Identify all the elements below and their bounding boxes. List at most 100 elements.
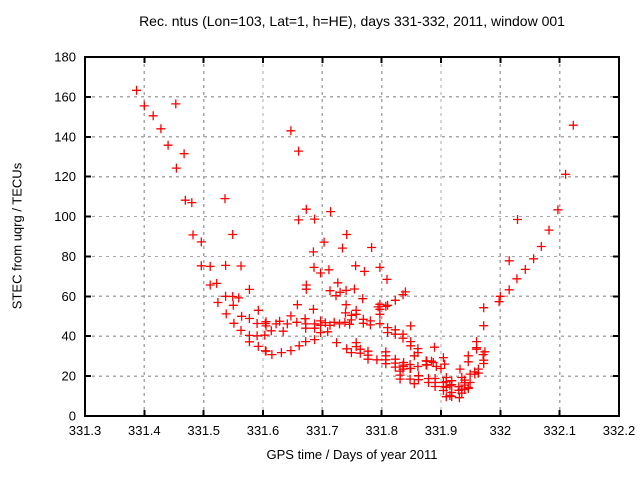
data-point-marker (341, 308, 350, 318)
data-point-marker (171, 163, 181, 173)
data-point-marker (342, 344, 352, 354)
data-point-marker (292, 317, 302, 327)
data-point-marker (383, 300, 393, 310)
data-point-marker (271, 319, 281, 329)
data-point-marker (171, 99, 181, 109)
data-point-marker (504, 285, 514, 295)
data-point-marker (179, 149, 189, 159)
data-point-marker (237, 311, 247, 321)
data-point-marker (427, 356, 436, 366)
data-point-marker (310, 214, 320, 224)
data-point-marker (316, 328, 326, 338)
svg-text:332: 332 (489, 423, 511, 438)
data-point-marker (252, 331, 262, 341)
data-point-marker (375, 319, 385, 329)
data-point-marker (294, 341, 304, 351)
data-point-marker (332, 338, 342, 348)
svg-text:331.7: 331.7 (306, 423, 339, 438)
data-point-marker (301, 337, 311, 347)
data-point-marker (409, 351, 419, 361)
data-point-marker (441, 392, 451, 402)
data-point-marker (494, 297, 504, 307)
data-point-marker (529, 254, 539, 264)
data-point-marker (261, 346, 271, 356)
data-point-marker (351, 309, 361, 319)
data-point-marker (447, 380, 457, 390)
data-point-marker (536, 242, 546, 251)
svg-text:331.5: 331.5 (187, 423, 220, 438)
data-point-marker (400, 287, 410, 297)
data-point-marker (325, 286, 335, 296)
data-point-marker (236, 261, 246, 271)
data-point-marker (252, 319, 262, 328)
svg-text:120: 120 (54, 169, 76, 184)
svg-text:331.6: 331.6 (247, 423, 280, 438)
data-point-marker (495, 291, 505, 301)
svg-text:331.4: 331.4 (128, 423, 161, 438)
y-tick-labels: 0 20 40 60 80 100 120 140 160 180 (54, 50, 76, 424)
data-point-marker (310, 323, 320, 333)
axis-ticks (84, 56, 620, 417)
data-point-marker (406, 321, 416, 331)
data-point-marker (395, 374, 405, 384)
x-tick-labels: 331.3 331.4 331.5 331.6 331.7 331.8 331.9 332 33… (69, 423, 636, 438)
data-point-marker (278, 326, 288, 336)
data-point-marker (196, 237, 206, 247)
data-point-marker (470, 369, 480, 379)
data-point-marker (358, 318, 368, 328)
data-point-marker (367, 243, 377, 252)
data-point-marker (399, 362, 409, 371)
data-point-marker (561, 169, 571, 179)
data-point-marker (480, 347, 490, 357)
data-point-marker (319, 237, 329, 247)
data-point-marker (261, 321, 271, 331)
data-point-marker (405, 374, 415, 384)
data-point-marker (234, 293, 244, 303)
svg-text:332.2: 332.2 (603, 423, 636, 438)
data-point-marker (340, 317, 350, 327)
data-point-marker (440, 359, 450, 369)
data-point-marker (438, 353, 448, 363)
data-point-marker (221, 309, 231, 319)
svg-text:331.8: 331.8 (365, 423, 398, 438)
data-point-marker (205, 280, 215, 290)
svg-text:332.1: 332.1 (543, 423, 576, 438)
svg-text:331.9: 331.9 (425, 423, 458, 438)
data-point-marker (381, 359, 391, 369)
data-point-marker (244, 284, 254, 294)
data-point-marker (326, 207, 336, 217)
data-point-marker (320, 318, 330, 328)
data-point-marker (341, 285, 351, 295)
data-point-marker (301, 284, 311, 294)
data-point-marker (455, 364, 465, 374)
data-point-marker (520, 264, 530, 274)
data-point-marker (383, 328, 393, 338)
data-point-marker (323, 327, 333, 337)
data-point-marker (504, 256, 514, 266)
svg-text:20: 20 (62, 369, 76, 384)
data-point-marker (375, 262, 385, 272)
data-point-marker (324, 265, 334, 275)
svg-text:40: 40 (62, 329, 76, 344)
data-point-marker (212, 278, 222, 288)
data-point-marker (276, 348, 286, 358)
data-point-marker (358, 294, 368, 304)
data-point-marker (294, 215, 304, 225)
data-point-marker (479, 321, 489, 331)
data-point-marker (310, 335, 320, 345)
data-point-marker (205, 261, 215, 271)
data-point-marker (422, 360, 432, 370)
data-point-marker (341, 300, 351, 310)
data-point-marker (292, 300, 302, 310)
data-point-marker (213, 298, 223, 307)
data-point-marker (346, 315, 356, 325)
plot-border (84, 56, 620, 417)
data-point-marker (390, 329, 400, 339)
data-point-marker (139, 101, 149, 111)
data-point-marker (346, 348, 356, 358)
data-point-marker (308, 247, 318, 257)
data-point-marker (430, 382, 440, 391)
data-point-marker (349, 284, 359, 294)
data-point-marker (309, 262, 319, 272)
